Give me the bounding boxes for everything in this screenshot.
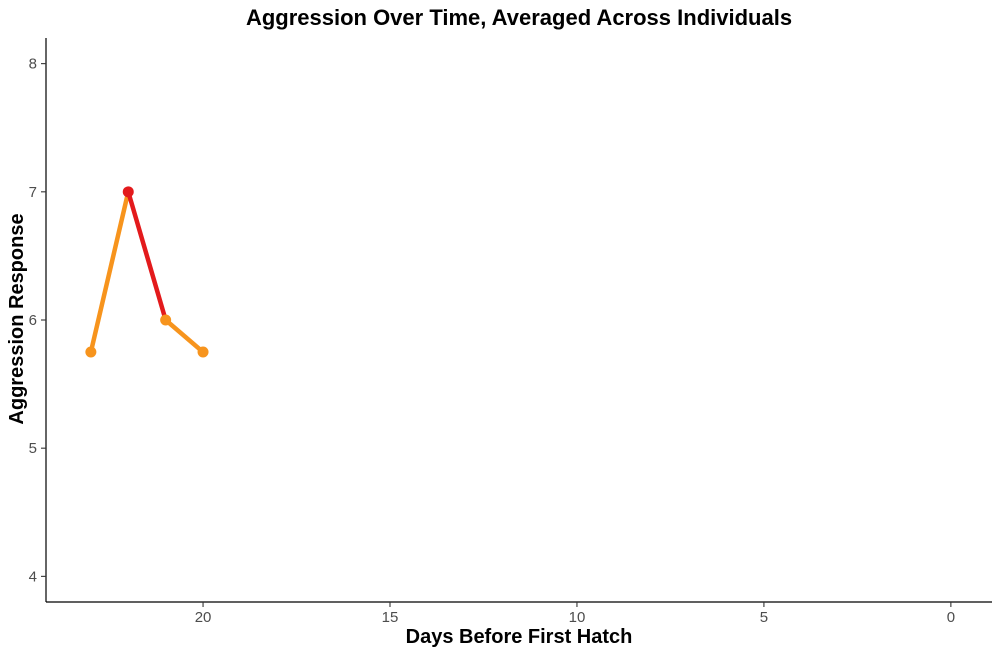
y-tick-label: 4 [29, 568, 37, 585]
y-axis-ticks: 4 5 6 7 8 [29, 56, 46, 585]
y-tick-label: 7 [29, 184, 37, 201]
series-lines [88, 191, 205, 354]
x-tick-label: 15 [382, 609, 399, 626]
data-point [85, 346, 97, 358]
x-tick-label: 5 [760, 609, 768, 626]
series-points [85, 186, 209, 358]
y-tick-label: 6 [29, 312, 37, 329]
line-segment [164, 318, 205, 354]
y-tick-label: 8 [29, 56, 37, 73]
line-segment [126, 191, 168, 321]
data-point [122, 186, 134, 198]
x-axis-label: Days Before First Hatch [406, 626, 633, 648]
data-point [160, 314, 172, 326]
line-segment [88, 191, 131, 353]
chart-title: Aggression Over Time, Averaged Across In… [246, 5, 792, 30]
x-axis-ticks: 20 15 10 5 0 [195, 602, 955, 626]
y-axis-label: Aggression Response [6, 213, 28, 424]
y-tick-label: 5 [29, 440, 37, 457]
x-tick-label: 20 [195, 609, 212, 626]
x-tick-label: 0 [947, 609, 955, 626]
x-tick-label: 10 [569, 609, 586, 626]
data-point [197, 346, 209, 358]
